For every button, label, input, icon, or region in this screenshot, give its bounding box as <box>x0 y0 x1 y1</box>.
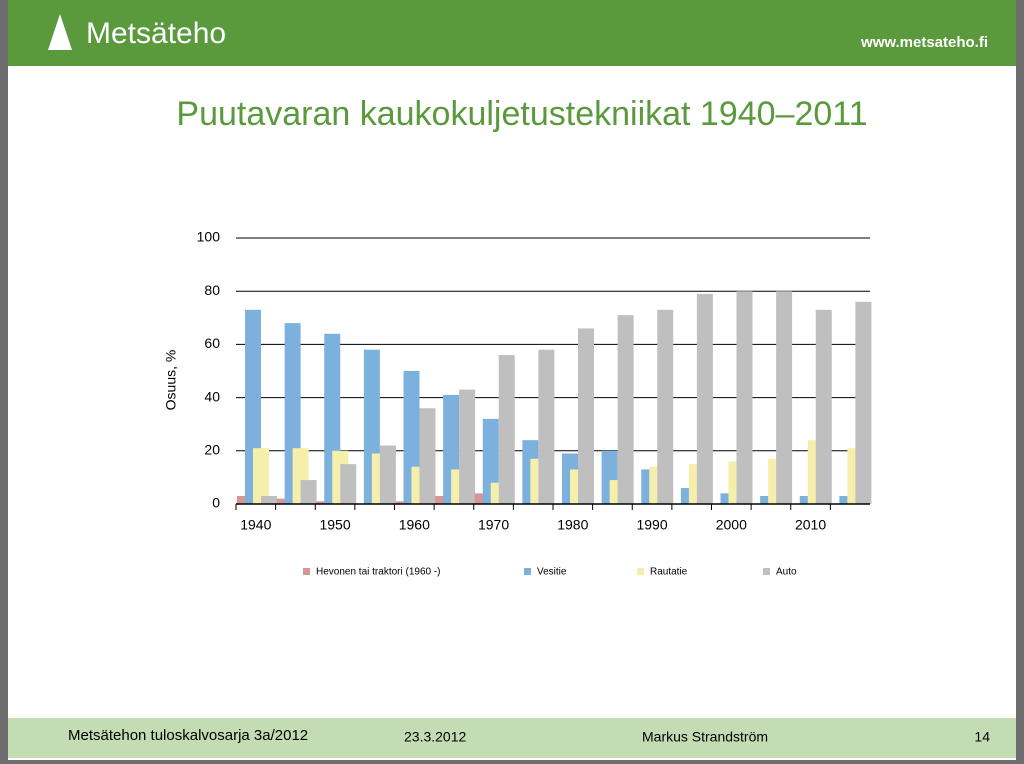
bar <box>261 496 277 504</box>
bar <box>696 293 713 504</box>
footer-series: Metsätehon tuloskalvosarja 3a/2012 <box>68 727 308 744</box>
legend-label: Auto <box>776 567 797 578</box>
legend-swatch <box>524 568 531 575</box>
footer-date: 23.3.2012 <box>404 729 466 745</box>
slide-title: Puutavaran kaukokuljetustekniikat 1940–2… <box>176 95 867 133</box>
header-bar <box>8 0 1016 66</box>
footer-bar <box>8 718 1016 758</box>
y-tick-label: 40 <box>204 388 220 404</box>
x-tick-label: 2010 <box>795 517 826 533</box>
x-tick-label: 1980 <box>557 517 588 533</box>
y-tick-label: 100 <box>197 229 221 245</box>
bar <box>815 309 832 504</box>
x-tick-label: 1950 <box>319 517 350 533</box>
bar <box>340 464 357 504</box>
logo-tree <box>48 14 72 50</box>
bar <box>776 291 793 504</box>
legend-label: Rautatie <box>650 567 688 578</box>
x-tick-label: 2000 <box>716 517 747 533</box>
bar <box>459 389 476 504</box>
x-tick-label: 1970 <box>478 517 509 533</box>
bar <box>736 291 753 504</box>
bar <box>617 315 634 504</box>
bar <box>578 328 594 504</box>
y-tick-label: 0 <box>212 495 220 511</box>
legend-label: Vesitie <box>537 567 567 578</box>
bar <box>498 355 515 504</box>
legend-swatch <box>303 568 310 575</box>
logo-text: Metsäteho <box>86 17 226 50</box>
bar <box>379 445 396 504</box>
x-tick-label: 1960 <box>399 517 430 533</box>
header-url: www.metsateho.fi <box>860 34 988 51</box>
footer-page: 14 <box>974 729 990 745</box>
y-tick-label: 60 <box>204 335 220 351</box>
legend-swatch <box>763 568 770 575</box>
legend-swatch <box>637 568 644 575</box>
x-tick-label: 1990 <box>636 517 667 533</box>
legend-label: Hevonen tai traktori (1960 -) <box>316 567 441 578</box>
plot: 0 20 40 60 80 100 1940 1950 1960 1970 1980 1990 2000… <box>197 229 872 578</box>
bar <box>657 309 674 504</box>
y-tick-label: 80 <box>204 282 220 298</box>
bar <box>419 408 436 504</box>
footer-author: Markus Strandström <box>642 729 768 745</box>
y-axis-label: Osuus, % <box>163 350 179 411</box>
x-tick-label: 1940 <box>240 517 271 533</box>
bar <box>855 301 872 504</box>
y-tick-label: 20 <box>204 442 220 458</box>
bar <box>300 480 317 504</box>
bar <box>538 349 555 504</box>
bar <box>253 448 269 504</box>
